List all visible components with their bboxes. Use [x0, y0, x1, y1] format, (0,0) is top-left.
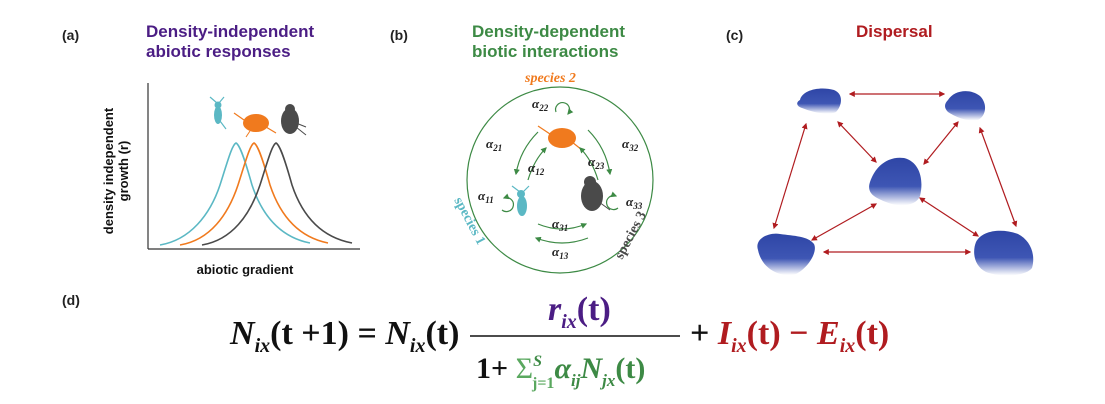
copepod-icon	[537, 125, 583, 151]
panel-c-diagram	[757, 88, 1034, 276]
daphnia-icon	[511, 185, 530, 216]
alpha-31: α31	[552, 216, 568, 233]
self-loop-2	[554, 102, 574, 115]
dispersal-arrow-center-bottom-left	[810, 203, 878, 241]
species3-label: species 3	[612, 209, 650, 262]
habitat-patch-center	[869, 157, 922, 206]
alpha-32: α32	[622, 136, 639, 153]
alpha-33: α33	[626, 194, 643, 211]
dispersal-arrow-center-top-right	[923, 121, 959, 165]
panel-c-title: Dispersal	[856, 22, 933, 41]
panel-a-ylabel: density independent growth (r)	[96, 96, 136, 246]
alpha-12: α12	[528, 160, 545, 177]
habitat-patch-bottom-right	[974, 230, 1034, 276]
panel-b-title-line1: Density-dependent	[472, 22, 626, 41]
arrow-2-to-3	[587, 129, 613, 176]
arrow-3-to-2	[579, 147, 599, 181]
panel-a-plot	[147, 83, 360, 250]
panel-d-label: (d)	[62, 292, 80, 308]
equation-denominator: 1+ ΣS j=1αijNjx(t)	[476, 352, 645, 392]
panel-a-label: (a)	[62, 27, 80, 43]
model-equation: Nix(t +1) = Nix(t) rix(t) 1+ ΣS j=1αijNjx…	[229, 291, 889, 392]
arrow-1-to-2	[527, 147, 547, 181]
panel-a-ylabel-line2: growth (r)	[116, 140, 131, 202]
interaction-ring	[466, 86, 654, 274]
alpha-23: α23	[588, 154, 605, 171]
rotifer-icon	[281, 104, 307, 136]
panel-a-xlabel: abiotic gradient	[196, 262, 294, 277]
panel-b-diagram: species 2 species 1 species 3	[450, 71, 654, 274]
panel-b-label: (b)	[390, 27, 408, 43]
alpha-11: α11	[478, 188, 494, 205]
species2-label: species 2	[524, 71, 576, 86]
panel-a-title: Density-independent abiotic responses	[146, 22, 314, 62]
panel-a-title-line1: Density-independent	[146, 22, 315, 41]
habitat-patch-top-right	[945, 91, 986, 121]
curve-species2	[179, 142, 329, 246]
panel-a-title-line2: abiotic responses	[146, 42, 291, 61]
self-loop-1	[501, 193, 514, 213]
habitat-patch-top-left	[797, 88, 841, 114]
coefficient-labels: α22 α21 α12 α23 α32 α11 α33 α31 α13	[478, 96, 643, 261]
panel-b-title: Density-dependent biotic interactions	[472, 22, 625, 62]
daphnia-icon	[209, 96, 227, 130]
alpha-21: α21	[486, 136, 502, 153]
arrow-1-to-3	[537, 223, 588, 230]
equation-dispersal-terms: + Iix(t) − Eix(t)	[690, 315, 889, 357]
dispersal-arrow-center-bottom-right	[918, 197, 980, 237]
panel-b-title-line2: biotic interactions	[472, 42, 619, 61]
dispersal-arrow-right	[978, 126, 1018, 228]
panel-c-label: (c)	[726, 27, 744, 43]
dispersal-arrow-center-top-left	[837, 121, 877, 163]
self-loop-3	[606, 191, 619, 211]
rotifer-icon	[581, 176, 611, 211]
alpha-13: α13	[552, 244, 569, 261]
alpha-22: α22	[532, 96, 549, 113]
equation-lhs: Nix(t +1) = Nix(t)	[229, 315, 459, 357]
curve-species3	[201, 142, 353, 246]
panel-a-ylabel-line1: density independent	[101, 107, 116, 235]
equation-numerator: rix(t)	[548, 291, 611, 333]
arrow-2-to-1	[513, 131, 539, 176]
copepod-icon	[233, 112, 277, 138]
dispersal-arrow-left	[772, 122, 808, 230]
arrow-3-to-1	[534, 236, 589, 244]
habitat-patch-bottom-left	[757, 233, 815, 275]
curve-species1	[159, 142, 311, 246]
